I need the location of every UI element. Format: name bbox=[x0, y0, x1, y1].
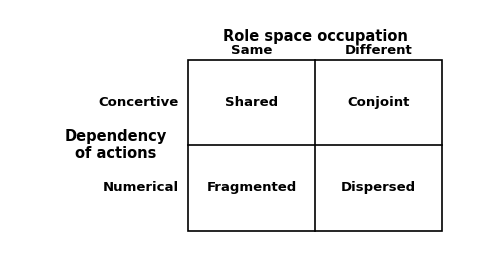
Text: Same: Same bbox=[231, 44, 272, 57]
Bar bbox=[188, 60, 442, 231]
Text: Role space occupation: Role space occupation bbox=[223, 29, 408, 44]
Text: Conjoint: Conjoint bbox=[348, 96, 410, 109]
Text: Shared: Shared bbox=[226, 96, 278, 109]
Text: Different: Different bbox=[345, 44, 412, 57]
Text: Concertive: Concertive bbox=[98, 96, 179, 109]
Text: Fragmented: Fragmented bbox=[207, 182, 297, 195]
Text: Dependency
of actions: Dependency of actions bbox=[64, 129, 166, 162]
Text: Dispersed: Dispersed bbox=[341, 182, 416, 195]
Text: Numerical: Numerical bbox=[102, 182, 179, 195]
